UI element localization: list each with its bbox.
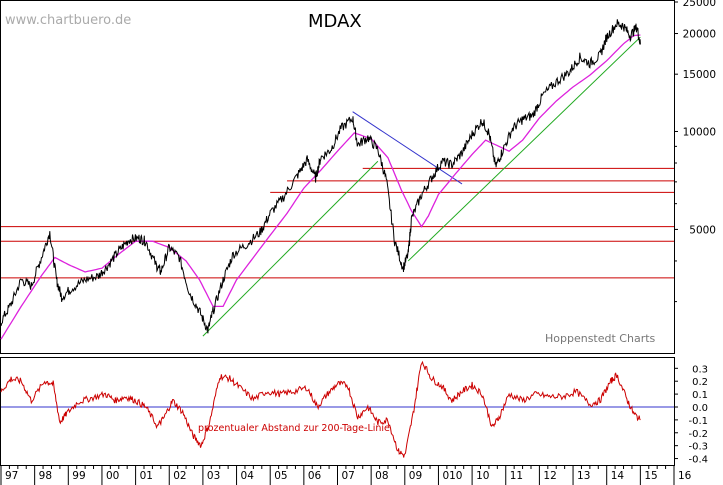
x-tick-label: 07 bbox=[342, 470, 355, 482]
x-tick-label: 01 bbox=[140, 470, 153, 482]
deviation-line bbox=[0, 360, 641, 458]
indicator-plot-frame bbox=[0, 357, 675, 466]
price-y-axis: 5000 10000 15000 20000 25000 bbox=[674, 0, 716, 303]
x-axis: 97 98 99 00 01 02 03 04 05 06 07 08 09 010 10 11 12 13 14 1… bbox=[0, 465, 692, 485]
x-tick-label: 97 bbox=[5, 470, 18, 482]
support-levels bbox=[1, 167, 674, 279]
indicator-y-tick-label: -0.4 bbox=[688, 455, 708, 466]
chart-title: MDAX bbox=[308, 11, 362, 32]
price-y-tick-label: 10000 bbox=[683, 126, 716, 138]
ma200-layer bbox=[0, 34, 641, 340]
trendline bbox=[352, 111, 463, 185]
source-label: Hoppenstedt Charts bbox=[545, 332, 656, 345]
x-tick-label: 11 bbox=[510, 470, 523, 482]
indicator-caption: prozentualer Abstand zur 200-Tage-Linie bbox=[198, 423, 390, 434]
price-layer bbox=[0, 19, 641, 334]
x-tick-label: 98 bbox=[39, 470, 52, 482]
x-tick-label: 10 bbox=[476, 470, 489, 482]
x-tick-label: 04 bbox=[241, 470, 255, 482]
x-tick-label: 99 bbox=[72, 470, 85, 482]
x-tick-label: 16 bbox=[678, 470, 692, 482]
x-tick-label: 13 bbox=[577, 470, 590, 482]
indicator-y-tick-label: 0.1 bbox=[692, 390, 708, 401]
trendline bbox=[202, 160, 379, 337]
x-tick-label: 00 bbox=[106, 470, 119, 482]
x-tick-label: 15 bbox=[644, 470, 657, 482]
x-tick-label: 03 bbox=[207, 470, 220, 482]
price-y-tick-label: 15000 bbox=[683, 69, 716, 81]
price-y-tick-label: 20000 bbox=[683, 29, 716, 41]
price-y-tick-label: 5000 bbox=[689, 224, 716, 236]
trendlines bbox=[202, 36, 641, 337]
x-tick-label: 09 bbox=[409, 470, 422, 482]
deviation-layer bbox=[0, 360, 641, 458]
price-plot-frame bbox=[0, 0, 675, 354]
watermark: www.chartbuero.de bbox=[5, 13, 131, 28]
x-tick-label: 12 bbox=[543, 470, 556, 482]
x-tick-label: 010 bbox=[442, 470, 462, 482]
indicator-y-tick-label: -0.2 bbox=[688, 429, 708, 440]
x-tick-label: 08 bbox=[375, 470, 388, 482]
indicator-y-tick-label: -0.1 bbox=[688, 416, 708, 427]
x-tick-label: 05 bbox=[274, 470, 287, 482]
indicator-y-tick-label: 0.3 bbox=[692, 364, 708, 375]
price-line bbox=[0, 19, 641, 334]
x-tick-label: 02 bbox=[173, 470, 186, 482]
indicator-y-tick-label: -0.3 bbox=[688, 442, 708, 453]
indicator-y-axis: 0.3 0.2 0.1 0.0 -0.1 -0.2 -0.3 -0.4 bbox=[674, 364, 708, 466]
indicator-y-tick-label: 0.2 bbox=[692, 377, 708, 388]
indicator-y-tick-label: 0.0 bbox=[692, 403, 708, 414]
x-tick-label: 14 bbox=[611, 470, 625, 482]
price-y-tick-label: 25000 bbox=[683, 0, 716, 9]
trendline bbox=[407, 36, 641, 262]
ma200-line bbox=[0, 34, 641, 340]
x-tick-label: 06 bbox=[308, 470, 322, 482]
